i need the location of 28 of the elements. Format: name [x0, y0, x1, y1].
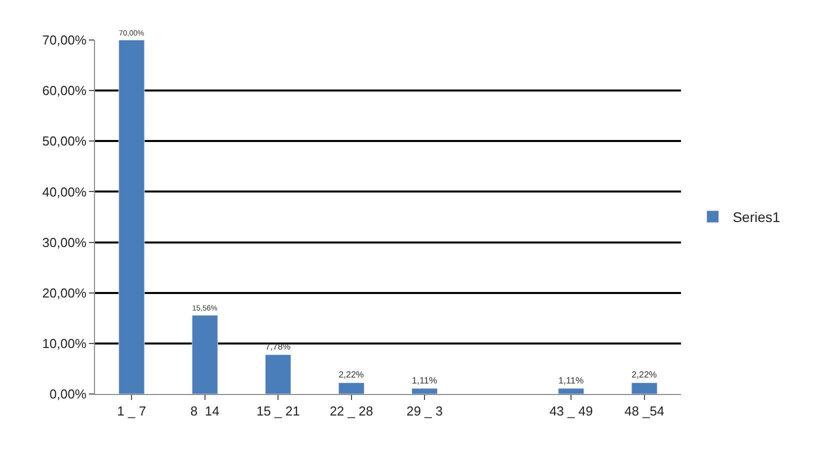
y-tick-label: 10,00%: [42, 336, 87, 351]
y-tick-label: 0,00%: [50, 386, 87, 402]
x-tick-label: 8 14: [190, 404, 220, 419]
y-tick-label: 40,00%: [42, 184, 87, 200]
bar: [118, 40, 145, 394]
x-tick-label: 15 _ 21: [256, 404, 300, 419]
data-label: 1,11%: [558, 375, 584, 386]
bar: [412, 388, 438, 394]
data-label: 2,22%: [632, 370, 657, 380]
x-tick-label: 29 _ 3: [406, 404, 443, 419]
bar: [265, 354, 292, 394]
x-tick-label: 48 _54: [624, 404, 664, 419]
y-tick-label: 70,00%: [42, 32, 87, 48]
x-tick-label: 1 _ 7: [117, 404, 146, 419]
y-tick-label: 60,00%: [42, 83, 87, 98]
data-label: 7,78%: [265, 342, 291, 352]
y-tick-label: 20,00%: [42, 285, 87, 300]
bar: [631, 382, 658, 394]
data-label: 1,11%: [412, 375, 438, 386]
legend-label: Series1: [732, 209, 780, 226]
data-label: 2,22%: [338, 370, 364, 380]
y-tick-label: 30,00%: [42, 234, 87, 250]
y-tick-label: 50,00%: [42, 134, 87, 149]
bar: [338, 382, 364, 394]
x-tick-label: 22 _ 28: [330, 404, 374, 419]
x-tick-label: 43 _ 49: [549, 404, 593, 419]
bar: [192, 315, 218, 394]
bar: [558, 388, 584, 394]
